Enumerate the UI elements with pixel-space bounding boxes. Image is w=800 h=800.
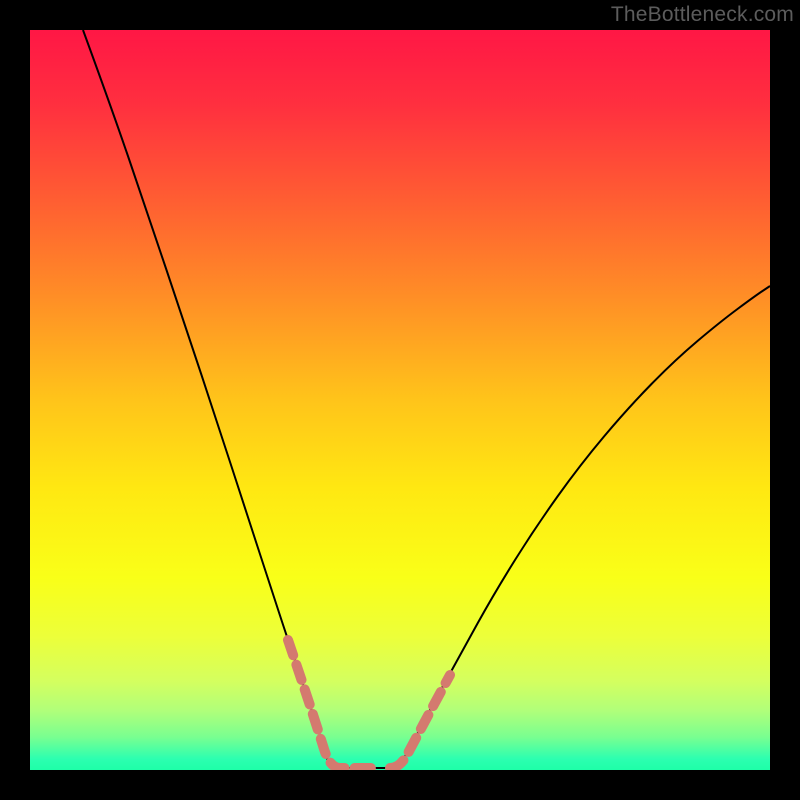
gradient-background	[30, 30, 770, 770]
watermark-text: TheBottleneck.com	[611, 3, 794, 27]
plot-area	[30, 30, 770, 770]
gradient-plot-svg	[30, 30, 770, 770]
